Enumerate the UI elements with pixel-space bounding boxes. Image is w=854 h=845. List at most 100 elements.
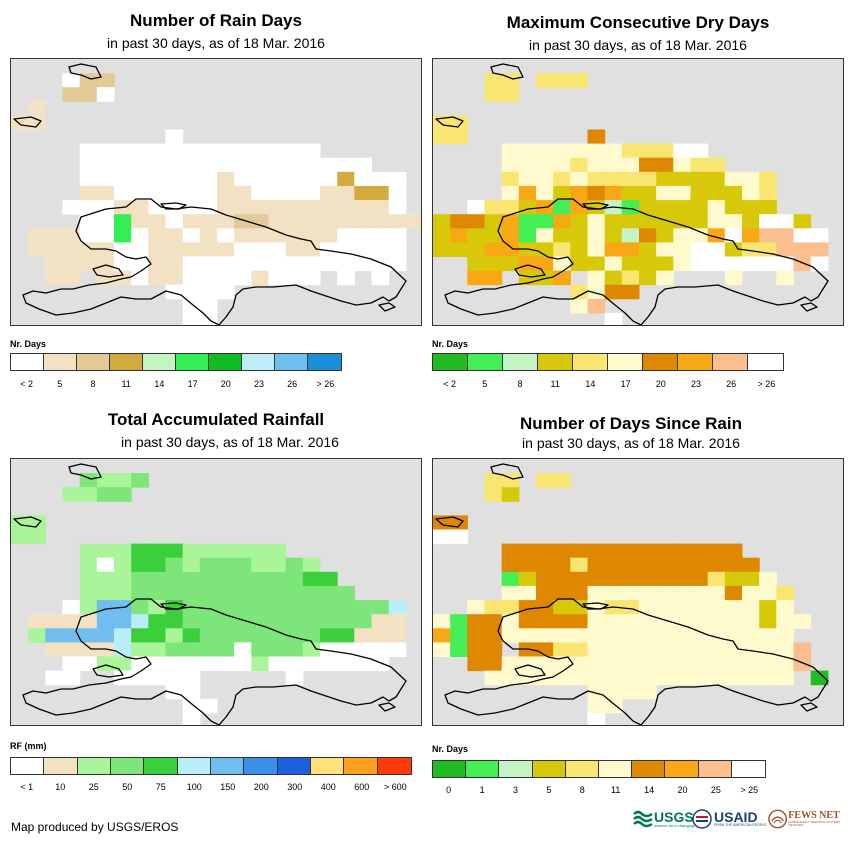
fews-net-logo[interactable]: FEWS NET FAMINE EARLY WARNING SYSTEMS NE… bbox=[768, 808, 854, 830]
grid-cell bbox=[501, 585, 520, 601]
grid-cell bbox=[690, 585, 709, 601]
map-days-since-rain[interactable] bbox=[432, 458, 844, 726]
map-total-rainfall[interactable] bbox=[10, 458, 422, 726]
grid-cell bbox=[337, 200, 355, 215]
grid-cell bbox=[388, 214, 407, 229]
grid-cell bbox=[810, 670, 829, 686]
grid-cell bbox=[251, 614, 269, 629]
grid-cell bbox=[604, 557, 623, 573]
legend-swatch bbox=[468, 354, 503, 370]
usgs-logo[interactable]: USGS science for a changing world bbox=[632, 808, 705, 830]
grid-cell bbox=[776, 656, 794, 672]
grid-cell bbox=[337, 614, 355, 629]
grid-cell bbox=[182, 298, 201, 314]
grid-cell bbox=[199, 200, 218, 215]
grid-cell bbox=[251, 214, 269, 229]
grid-cell bbox=[320, 614, 338, 629]
grid-cell bbox=[518, 642, 537, 657]
grid-cell bbox=[536, 571, 554, 587]
grid-cell bbox=[810, 228, 829, 243]
grid-cell bbox=[96, 656, 115, 672]
grid-cell bbox=[433, 214, 451, 229]
grid-cell bbox=[217, 270, 235, 286]
grid-cell bbox=[199, 214, 218, 229]
grid-cell bbox=[724, 200, 743, 215]
grid-cell bbox=[354, 200, 372, 215]
grid-cell bbox=[79, 557, 98, 573]
legend-tick-label: 400 bbox=[320, 782, 336, 792]
usaid-logo[interactable]: USAID FROM THE AMERICAN PEOPLE bbox=[692, 808, 766, 830]
grid-cell bbox=[199, 157, 218, 173]
grid-cell bbox=[518, 614, 537, 629]
grid-cell bbox=[570, 228, 588, 243]
grid-cell bbox=[388, 600, 407, 615]
grid-cell bbox=[302, 143, 321, 159]
grid-cell bbox=[553, 171, 571, 187]
grid-cell bbox=[656, 171, 674, 187]
map-dry-days[interactable] bbox=[432, 58, 844, 326]
grid-cell bbox=[707, 214, 726, 229]
grid-cell bbox=[182, 543, 201, 559]
panel-subtitle-rain-days: in past 30 days, as of 18 Mar. 2016 bbox=[107, 35, 325, 51]
grid-cell bbox=[131, 256, 149, 272]
grid-cell bbox=[302, 171, 321, 187]
grid-cell bbox=[285, 200, 304, 215]
grid-cell bbox=[467, 270, 485, 286]
grid-cell bbox=[199, 298, 218, 314]
grid-cell bbox=[707, 656, 726, 672]
grid-cell bbox=[302, 228, 321, 243]
map-rain-days[interactable] bbox=[10, 58, 422, 326]
grid-cell bbox=[536, 256, 554, 272]
grid-cell bbox=[285, 614, 304, 629]
legend-tick-label: 10 bbox=[55, 782, 66, 792]
grid-cell bbox=[604, 228, 623, 243]
grid-cell bbox=[621, 614, 640, 629]
grid-cell bbox=[604, 585, 623, 601]
grid-cell bbox=[707, 256, 726, 272]
grid-cell bbox=[639, 157, 657, 173]
grid-cell bbox=[604, 312, 623, 325]
grid-cell bbox=[536, 557, 554, 573]
grid-cell bbox=[79, 214, 98, 229]
grid-cell bbox=[96, 543, 115, 559]
grid-cell bbox=[587, 642, 606, 657]
grid-cell bbox=[587, 270, 606, 286]
grid-cell bbox=[742, 571, 760, 587]
grid-cell bbox=[673, 200, 691, 215]
grid-cell bbox=[234, 642, 252, 657]
grid-cell bbox=[707, 670, 726, 686]
grid-cell bbox=[217, 256, 235, 272]
legend-swatch bbox=[698, 761, 732, 777]
grid-cell bbox=[673, 585, 691, 601]
grid-cell bbox=[114, 571, 132, 587]
grid-cell bbox=[656, 571, 674, 587]
grid-cell bbox=[587, 129, 606, 145]
legend-title-total-rainfall: RF (mm) bbox=[10, 741, 47, 751]
grid-cell bbox=[570, 642, 588, 657]
grid-cell bbox=[587, 185, 606, 201]
grid-cell bbox=[28, 228, 46, 243]
grid-cell bbox=[467, 656, 485, 672]
grid-cell bbox=[604, 642, 623, 657]
grid-cell bbox=[793, 256, 812, 272]
grid-cell bbox=[114, 557, 132, 573]
grid-cell bbox=[285, 642, 304, 657]
grid-cell bbox=[28, 614, 46, 629]
legend-tick-label: 1 bbox=[479, 785, 485, 795]
grid-cell bbox=[234, 200, 252, 215]
grid-cell bbox=[131, 214, 149, 229]
grid-cell bbox=[742, 185, 760, 201]
legend-tick-label: 14 bbox=[154, 379, 165, 389]
fews-globe-icon bbox=[768, 809, 788, 829]
grid-cell bbox=[131, 557, 149, 573]
grid-cell bbox=[148, 614, 166, 629]
grid-cell bbox=[639, 200, 657, 215]
grid-cell bbox=[182, 684, 201, 700]
grid-cell bbox=[182, 614, 201, 629]
grid-cell bbox=[793, 228, 812, 243]
legend-swatch bbox=[731, 761, 765, 777]
grid-cell bbox=[165, 642, 184, 657]
grid-cell bbox=[690, 242, 709, 257]
grid-cell bbox=[371, 256, 390, 272]
grid-cell bbox=[570, 614, 588, 629]
